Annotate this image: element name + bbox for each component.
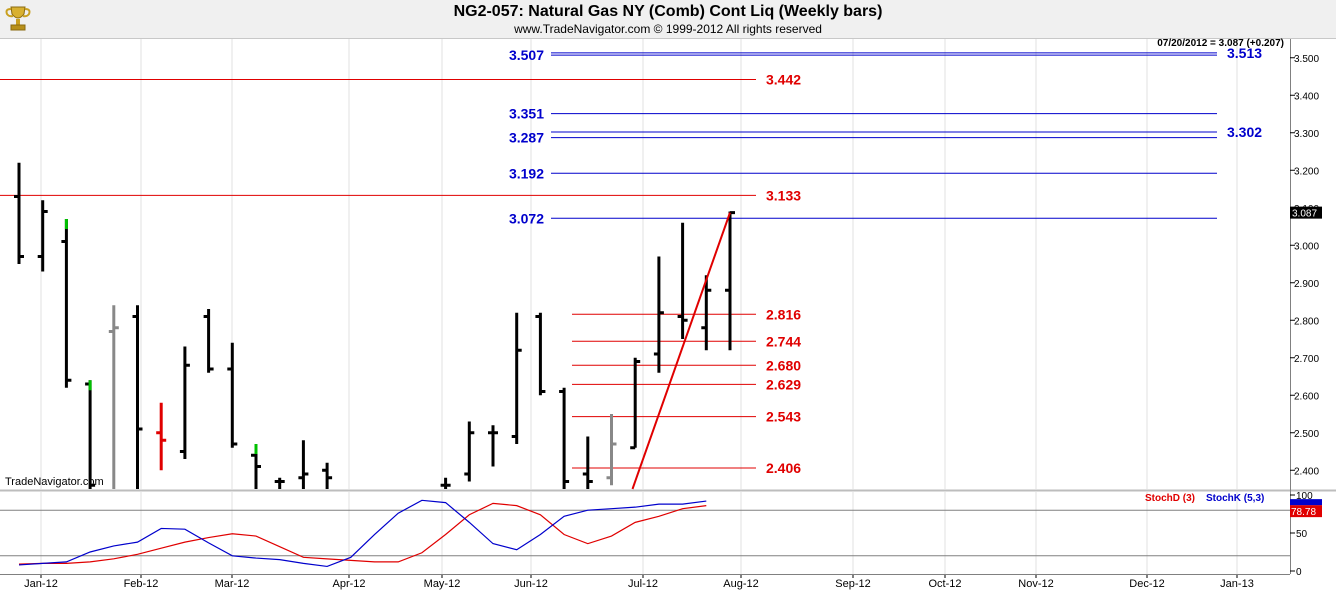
x-axis-tick-label: Sep-12 [835,578,870,590]
x-axis-tick-label: Feb-12 [124,578,159,590]
last-value-label: 07/20/2012 = 3.087 (+0.207) [1157,38,1284,49]
x-axis-tick-label: Mar-12 [215,578,250,590]
price-axis-tick-label: 2.500 [1294,429,1319,440]
chart-title: NG2-057: Natural Gas NY (Comb) Cont Liq … [453,3,883,20]
blue-level-label: 3.072 [509,210,544,226]
watermark: TradeNavigator.com [5,476,104,488]
copyright-notice: www.TradeNavigator.com © 1999-2012 All r… [514,22,822,36]
blue-level-label: 3.351 [509,106,544,122]
stoch-axis-tick-label: 100 [1296,491,1313,502]
x-axis-tick-label: Jan-12 [24,578,58,590]
blue-level-label: 3.287 [509,130,544,146]
x-axis-tick-label: Dec-12 [1129,578,1164,590]
blue-target-label: 3.513 [1227,45,1262,61]
price-axis-tick-label: 2.600 [1294,391,1319,402]
red-level-label: 2.543 [766,409,801,425]
x-axis-tick-label: Jan-13 [1220,578,1254,590]
blue-level-label: 3.507 [509,47,544,63]
price-axis-tick-label: 3.500 [1294,54,1319,65]
red-level-label: 2.744 [766,333,801,349]
blue-target-label: 3.302 [1227,124,1262,140]
stoch-series-line [18,502,707,565]
price-axis-tick-label: 2.900 [1294,279,1319,290]
stoch-series-line [18,499,707,568]
x-axis-tick-label: Aug-12 [723,578,758,590]
stoch-axis-tick-label: 50 [1296,529,1308,540]
stoch-k-marker [1290,499,1322,506]
last-price-label: 3.087 [1292,209,1317,220]
red-trendline [631,212,731,490]
blue-level-label: 3.192 [509,165,544,181]
chart-header: NG2-057: Natural Gas NY (Comb) Cont Liq … [0,0,1336,39]
price-axis-tick-label: 2.400 [1294,466,1319,477]
price-axis-tick-label: 2.700 [1294,354,1319,365]
x-axis-tick-label: Oct-12 [928,578,961,590]
red-level-label: 2.816 [766,306,801,322]
red-level-label: 2.406 [766,460,801,476]
price-axis-tick-label: 3.200 [1294,166,1319,177]
last-price-box [1290,206,1322,219]
red-level-label: 2.629 [766,376,801,392]
price-axis-tick-label: 3.300 [1294,129,1319,140]
price-axis-tick-label: 2.800 [1294,316,1319,327]
price-axis-tick-label: 3.000 [1294,241,1319,252]
red-level-label: 3.133 [766,187,801,203]
x-axis-tick-label: May-12 [424,578,461,590]
trophy-logo-icon [5,6,31,31]
x-axis-tick-label: Jul-12 [628,578,658,590]
price-axis-tick-label: 3.400 [1294,91,1319,102]
x-axis-tick-label: Jun-12 [514,578,548,590]
stoch-legend-d: StochD (3) [1145,493,1195,504]
x-axis-tick-label: Apr-12 [332,578,365,590]
stoch-last-value-label: 78.78 [1291,507,1316,518]
price-panel-background [0,39,1290,489]
stoch-legend-k: StochK (5,3) [1206,493,1264,504]
x-axis-tick-label: Nov-12 [1018,578,1053,590]
stoch-last-value-box [1290,505,1322,518]
red-level-label: 2.680 [766,357,801,373]
red-level-label: 3.442 [766,72,801,88]
stoch-axis-tick-label: 0 [1296,567,1302,578]
